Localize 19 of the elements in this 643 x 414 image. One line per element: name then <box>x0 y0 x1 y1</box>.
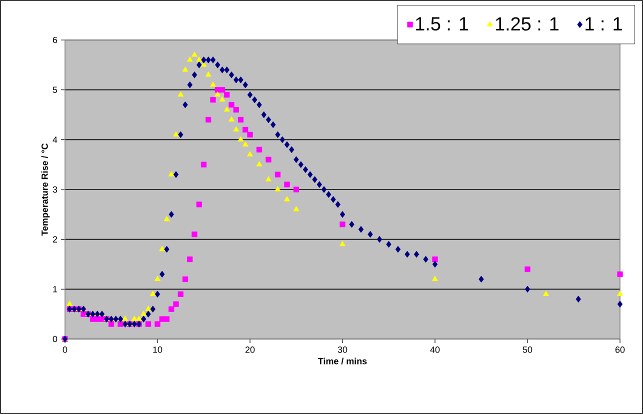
x-tick-label: 30 <box>338 346 348 353</box>
x-tick-label: 20 <box>245 346 255 353</box>
y-tick-label: 5 <box>52 86 58 93</box>
y-tick-label: 1 <box>53 286 58 292</box>
x-tick-label: 60 <box>615 346 625 353</box>
y-tick-label: 6 <box>52 36 58 44</box>
legend-label: 1.25 : 1 <box>496 17 558 31</box>
y-tick-label: 3 <box>52 186 58 193</box>
y-tick-label: 2 <box>52 236 58 242</box>
x-tick-label: 10 <box>153 346 162 353</box>
x-tick-label: 40 <box>430 346 440 353</box>
legend-label: 1.5 : 1 <box>416 17 468 31</box>
legend-label: 1 : 1 <box>586 17 622 30</box>
x-tick-label: 0 <box>62 346 68 353</box>
x-tick-label: 50 <box>522 346 532 353</box>
y-tick-label: 4 <box>52 136 58 143</box>
x-axis-title: Time / mins <box>318 358 367 364</box>
y-tick-label: 0 <box>52 336 58 342</box>
y-axis-title: Temperature Rise / °C <box>41 143 50 236</box>
